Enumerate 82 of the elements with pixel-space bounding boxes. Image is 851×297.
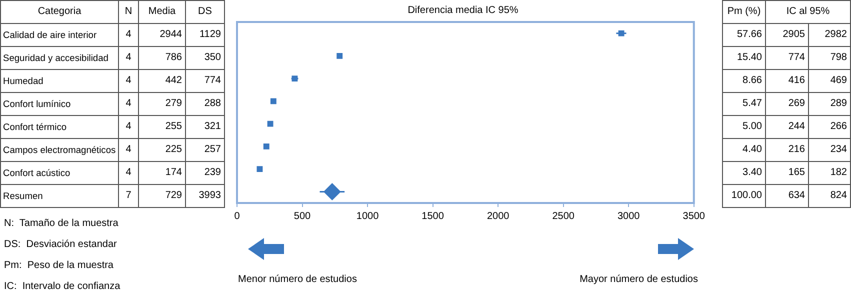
x-tick-label: 0 xyxy=(234,210,240,222)
point xyxy=(336,52,343,59)
text: 3.40 xyxy=(742,167,762,178)
text: 4 xyxy=(126,167,132,178)
point xyxy=(267,120,274,127)
text: 4 xyxy=(126,98,132,109)
text: 4 xyxy=(126,52,132,63)
text: 350 xyxy=(204,52,221,63)
text: 289 xyxy=(830,98,847,109)
text: 4 xyxy=(126,75,132,86)
category-label: Media xyxy=(138,0,186,24)
category-label: Confort acústico xyxy=(3,168,70,178)
text: 798 xyxy=(830,52,847,63)
category-label: Confort lumínico xyxy=(3,99,71,109)
chart-title: Diferencia media IC 95% xyxy=(408,4,518,16)
category-label: Calidad de aire interior xyxy=(3,30,97,40)
text: Mayor número de estudios xyxy=(580,274,698,285)
text: DS: Desviación estandar xyxy=(4,239,117,250)
y-axis-title: Categoria xyxy=(0,0,119,24)
category-label: N xyxy=(118,0,139,24)
point xyxy=(256,166,263,172)
text: 15.40 xyxy=(736,52,762,63)
text: Menor número de estudios xyxy=(238,274,357,285)
text: 774 xyxy=(788,52,805,63)
category-label: Resumen xyxy=(3,191,43,201)
category-label: Seguridad y accesibilidad xyxy=(3,53,108,63)
text: 1129 xyxy=(199,29,221,40)
text: 257 xyxy=(204,144,221,155)
text: 5.00 xyxy=(742,121,762,132)
category-label: IC al 95% xyxy=(765,0,851,24)
text: 269 xyxy=(788,98,805,109)
category-label: Pm (%) xyxy=(722,0,766,24)
text: 57.66 xyxy=(736,29,762,40)
text: 100.00 xyxy=(731,190,762,201)
text: 165 xyxy=(788,167,805,178)
text: 321 xyxy=(204,121,221,132)
text: 7 xyxy=(126,190,132,201)
x-tick-label: 3500 xyxy=(682,210,706,222)
text: 239 xyxy=(204,167,221,178)
text: 244 xyxy=(788,121,805,132)
text: 288 xyxy=(204,98,221,109)
text: 2905 xyxy=(782,29,805,40)
text: IC: Intervalo de confianza xyxy=(4,281,120,292)
text: 266 xyxy=(830,121,847,132)
text: 729 xyxy=(165,190,182,201)
x-tick-label: 2500 xyxy=(552,210,575,222)
point xyxy=(270,98,276,104)
text: 2944 xyxy=(160,29,182,40)
text: 182 xyxy=(830,167,847,178)
text: 8.66 xyxy=(742,75,762,86)
category-label: Humedad xyxy=(3,76,44,86)
text: 416 xyxy=(788,75,805,86)
text: 4.40 xyxy=(742,144,762,155)
text: 4 xyxy=(126,29,132,40)
category-label: DS xyxy=(185,0,225,24)
text: 279 xyxy=(165,98,182,109)
text: 824 xyxy=(830,190,847,201)
text: Pm: Peso de la muestra xyxy=(4,260,114,271)
text: 786 xyxy=(165,52,182,63)
category-label: Campos electromagnéticos xyxy=(3,145,116,155)
x-tick-label: 500 xyxy=(294,210,312,222)
category-label: Confort térmico xyxy=(3,122,67,132)
text: 774 xyxy=(204,75,221,86)
text: 234 xyxy=(830,144,847,155)
text: 442 xyxy=(165,75,182,86)
text: N: Tamaño de la muestra xyxy=(4,218,118,229)
text: 225 xyxy=(165,144,182,155)
text: 4 xyxy=(126,144,132,155)
text: 2982 xyxy=(824,29,847,40)
x-tick-label: 3000 xyxy=(617,210,640,222)
text: 174 xyxy=(165,167,182,178)
text: 216 xyxy=(788,144,805,155)
x-tick-label: 2000 xyxy=(486,210,510,222)
text: 255 xyxy=(165,121,182,132)
point xyxy=(263,143,270,150)
text: 469 xyxy=(830,75,847,86)
x-tick-label: 1000 xyxy=(356,210,380,222)
text: 4 xyxy=(126,121,132,132)
x-tick-label: 1500 xyxy=(422,210,444,222)
text: 634 xyxy=(788,190,805,201)
text: 3993 xyxy=(198,190,221,201)
text: 5.47 xyxy=(742,98,762,109)
